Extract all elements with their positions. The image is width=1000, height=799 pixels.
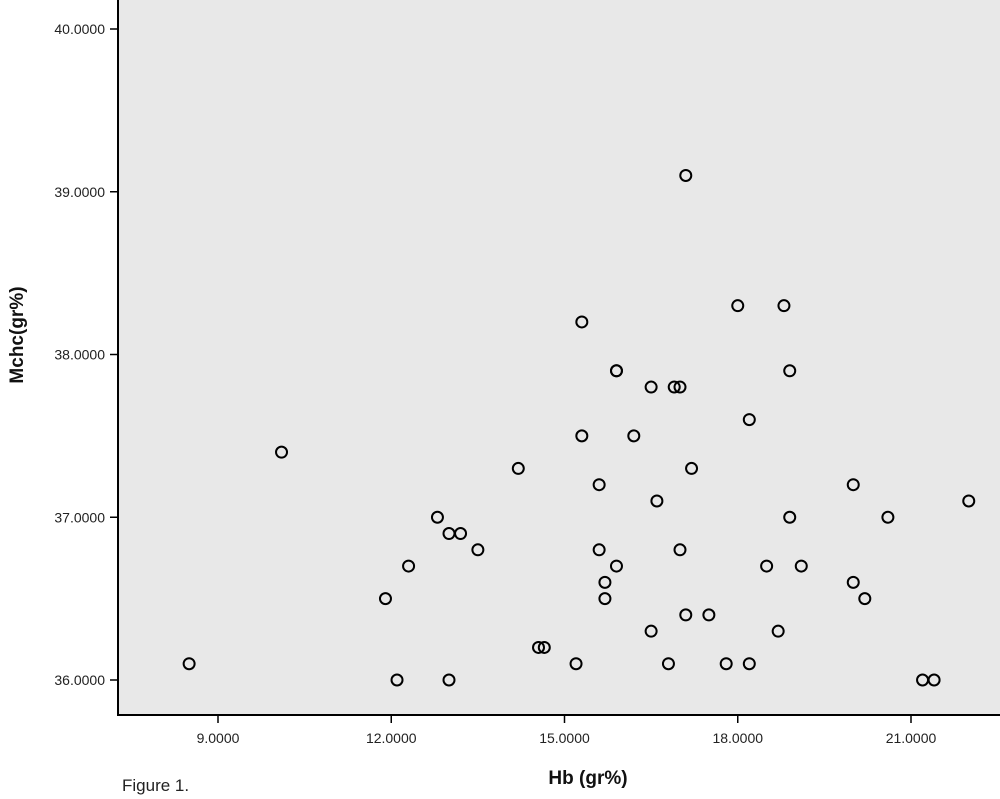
data-point [742,657,756,671]
x-tick-label: 9.0000 [197,730,240,746]
data-point [650,494,664,508]
data-point [927,673,941,687]
data-point [402,559,416,573]
data-point [575,429,589,443]
data-point [771,624,785,638]
data-point [783,510,797,524]
y-tick-label: 39.0000 [54,184,105,200]
data-point [609,364,623,378]
data-point [537,640,551,654]
data-point [685,461,699,475]
x-tick-label: 12.0000 [366,730,417,746]
data-point [182,657,196,671]
data-point [442,673,456,687]
data-point [644,380,658,394]
data-point [454,527,468,541]
x-tick-label: 21.0000 [886,730,937,746]
data-point [598,575,612,589]
data-point [783,364,797,378]
data-points [182,168,976,687]
data-point [881,510,895,524]
y-axis-ticks: 36.0000 37.0000 38.0000 39.0000 40.0000 [54,21,118,688]
data-point [962,494,976,508]
data-point [378,592,392,606]
data-point [575,315,589,329]
y-tick-label: 38.0000 [54,347,105,363]
data-point [794,559,808,573]
figure-caption: Figure 1. [122,776,190,795]
data-point [673,543,687,557]
data-point [471,543,485,557]
data-point [760,559,774,573]
data-point [731,299,745,313]
y-tick-label: 37.0000 [54,509,105,525]
y-tick-label: 40.0000 [54,21,105,37]
data-point [679,608,693,622]
data-point [777,299,791,313]
data-point [742,413,756,427]
data-point [644,624,658,638]
data-point [679,168,693,182]
data-point [598,592,612,606]
data-point [532,640,546,654]
data-point [673,380,687,394]
data-point [719,657,733,671]
data-point [667,380,681,394]
data-point [390,673,404,687]
data-point [661,657,675,671]
x-axis-title: Hb (gr%) [548,768,627,789]
x-tick-label: 15.0000 [539,730,590,746]
data-point [592,478,606,492]
y-tick-label: 36.0000 [54,672,105,688]
data-point [627,429,641,443]
data-point [430,510,444,524]
data-point [846,478,860,492]
data-point [569,657,583,671]
data-point [592,543,606,557]
data-point [275,445,289,459]
x-tick-label: 18.0000 [712,730,763,746]
data-point [609,559,623,573]
data-point [511,461,525,475]
y-axis-title: Mchc(gr%) [7,286,28,383]
data-point [846,575,860,589]
data-point [858,592,872,606]
plot-area [118,0,1000,715]
data-point [702,608,716,622]
x-axis-ticks: 9.0000 12.0000 15.0000 18.0000 21.0000 [197,715,937,746]
